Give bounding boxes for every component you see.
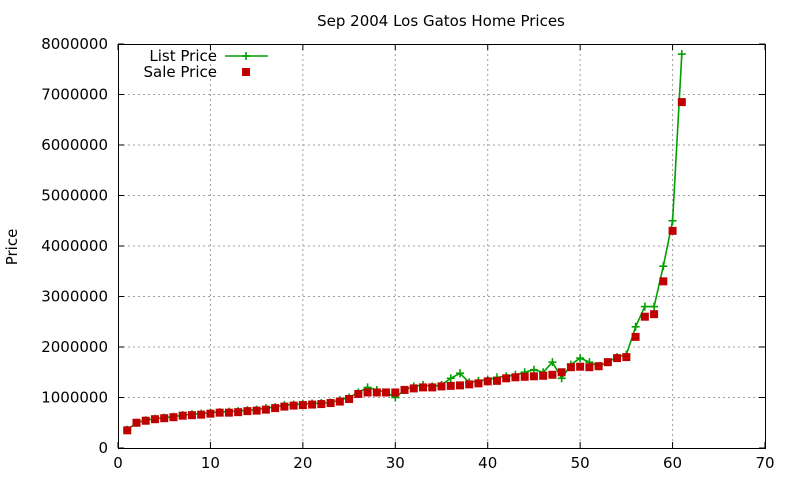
list-price-point [455,369,464,378]
sale-price-point [437,382,446,391]
sale-price-point [640,312,649,321]
sale-price-point [409,384,418,393]
sale-price-point [169,413,178,422]
plot-series [123,50,686,435]
axis-ticks: 0 10 20 30 40 50 60 70 0 1000000 2000000 3000000 400… [41,35,774,472]
x-tick-label: 40 [478,454,497,472]
x-tick-label: 30 [386,454,405,472]
sale-price-point [298,401,307,410]
sale-price-point [261,405,270,414]
sale-price-point [400,385,409,394]
x-tick-label: 70 [755,454,774,472]
legend-label-list-price: List Price [149,47,217,65]
y-tick-label: 1000000 [41,389,108,407]
sale-price-point [668,226,677,235]
chart-title: Sep 2004 Los Gatos Home Prices [317,12,565,30]
sale-price-point [446,381,455,390]
sale-price-point [326,399,335,408]
sale-price-point [215,408,224,417]
sale-price-point [123,426,132,435]
list-price-point [576,354,585,363]
sale-price-point [187,411,196,420]
x-tick-label: 20 [293,454,312,472]
sale-price-point [317,400,326,409]
sale-price-point [650,310,659,319]
sale-price-point [160,414,169,423]
sale-price-point [354,389,363,398]
y-axis-label: Price [3,229,21,266]
sale-price-point [659,277,668,286]
legend-swatch-sale-price [242,68,250,76]
list-price-point [640,302,649,311]
sale-price-point [502,374,511,383]
sale-price-point [465,380,474,389]
y-tick-label: 3000000 [41,288,108,306]
x-tick-label: 10 [201,454,220,472]
sale-price-point [603,358,612,367]
legend-label-sale-price: Sale Price [144,63,217,81]
sale-price-point [539,371,548,380]
x-tick-label: 60 [663,454,682,472]
sale-price-point [677,98,686,107]
sale-price-point [548,370,557,379]
list-price-point [446,374,455,383]
sale-price-point [308,400,317,409]
sale-price-point [363,388,372,397]
sale-price-point [372,388,381,397]
sale-price-point [566,363,575,372]
sale-price-point [511,373,520,382]
plot-frame [118,44,766,449]
sale-price-point [243,407,252,416]
y-tick-label: 2000000 [41,338,108,356]
sale-price-point [613,354,622,363]
sale-price-point [576,362,585,371]
legend-swatch-list-price-marker [242,52,250,60]
sale-price-point [280,402,289,411]
sale-price-point [224,408,233,417]
y-tick-label: 0 [98,439,108,457]
sale-price-point [234,408,243,417]
sale-price-point [585,363,594,372]
sale-price-point [428,383,437,392]
x-tick-label: 50 [571,454,590,472]
sale-price-point [474,379,483,388]
sale-price-point [197,410,206,419]
sale-price-point [622,353,631,362]
sale-price-point [132,418,141,427]
sale-price-point [141,416,150,425]
sale-price-point [492,376,501,385]
list-price-point [631,322,640,331]
sale-price-point [455,381,464,390]
sale-price-point [335,397,344,406]
y-tick-label: 5000000 [41,187,108,205]
list-price-point [659,262,668,271]
x-tick-label: 0 [113,454,123,472]
sale-price-point [483,377,492,386]
list-price-point [650,302,659,311]
sale-price-point [178,411,187,420]
sale-price-point [419,383,428,392]
y-tick-label: 7000000 [41,86,108,104]
sale-price-point [271,404,280,413]
sale-price-point [382,388,391,397]
sale-price-point [529,372,538,381]
sale-price-point [631,332,640,341]
sale-price-point [557,368,566,377]
sale-price-point [206,409,215,418]
list-price-point [548,358,557,367]
y-tick-label: 8000000 [41,35,108,53]
sale-price-point [345,395,354,404]
sale-price-point [391,388,400,397]
list-price-point [677,50,686,59]
y-tick-label: 4000000 [41,237,108,255]
sale-price-point [594,362,603,371]
sale-price-point [252,406,261,415]
list-price-point [668,216,677,225]
sale-price-point [289,401,298,410]
y-tick-label: 6000000 [41,136,108,154]
legend: List Price Sale Price [144,47,268,81]
sale-price-point [520,372,529,381]
sale-price-point [150,415,159,424]
